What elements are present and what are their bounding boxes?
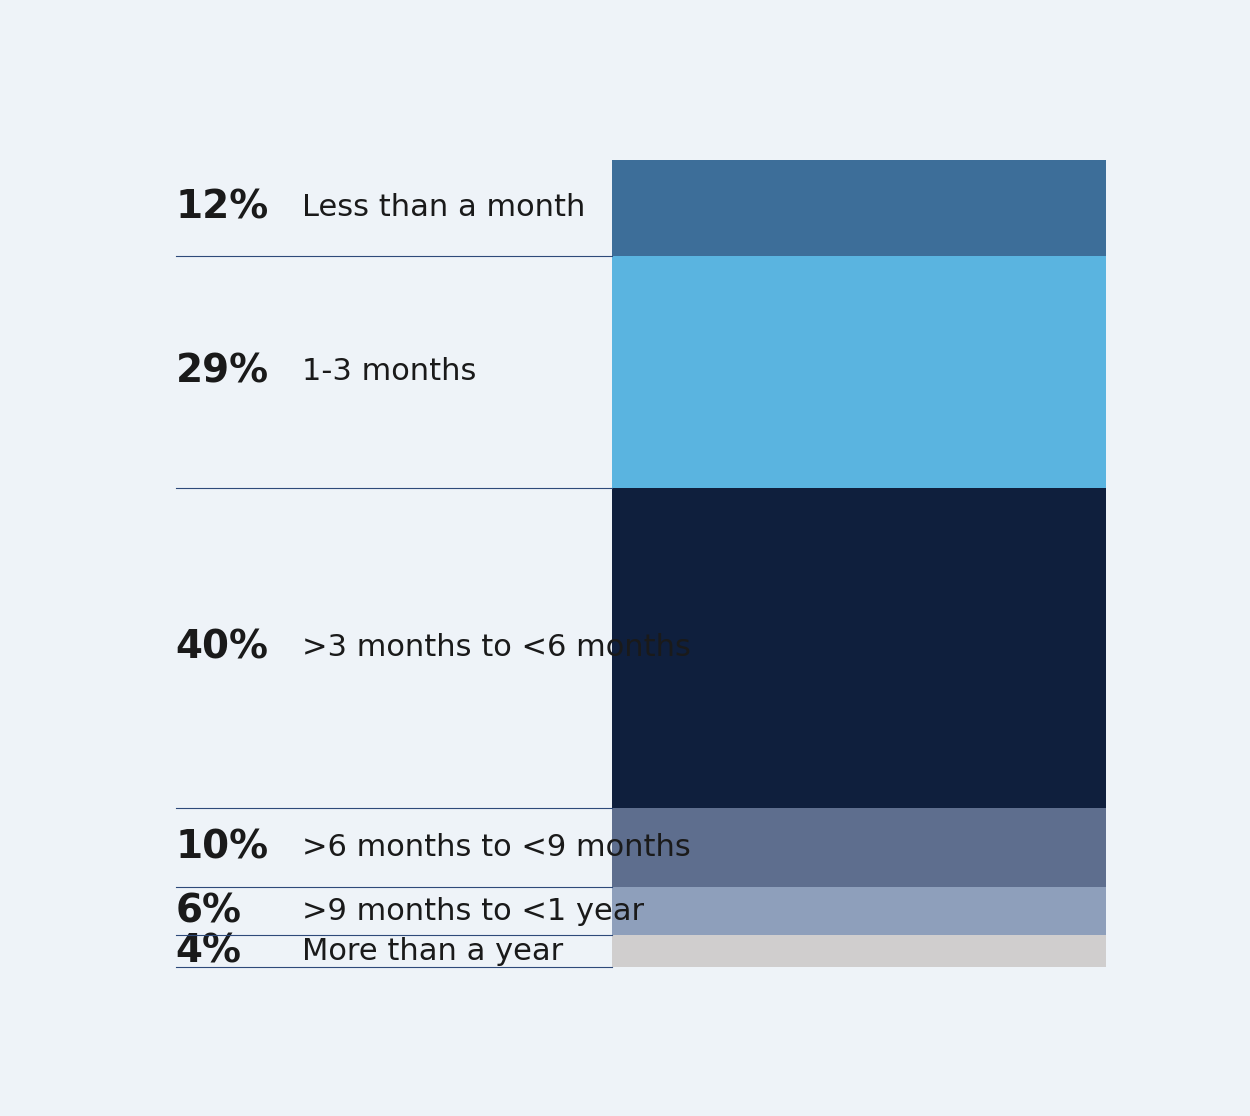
Text: 1-3 months: 1-3 months <box>301 357 476 386</box>
Text: 4%: 4% <box>175 933 241 971</box>
Bar <box>611 160 1106 256</box>
Text: 6%: 6% <box>175 893 241 931</box>
Text: 12%: 12% <box>175 189 269 227</box>
Bar <box>611 935 1106 968</box>
Text: More than a year: More than a year <box>301 937 562 966</box>
Text: 29%: 29% <box>175 353 269 391</box>
Text: 40%: 40% <box>175 628 269 666</box>
Text: Less than a month: Less than a month <box>301 193 585 222</box>
Bar <box>611 256 1106 488</box>
Bar <box>611 887 1106 935</box>
Text: >3 months to <6 months: >3 months to <6 months <box>301 633 690 662</box>
Text: 10%: 10% <box>175 828 269 866</box>
Bar <box>611 808 1106 887</box>
Bar <box>611 488 1106 808</box>
Text: >9 months to <1 year: >9 months to <1 year <box>301 897 644 926</box>
Text: >6 months to <9 months: >6 months to <9 months <box>301 833 690 862</box>
